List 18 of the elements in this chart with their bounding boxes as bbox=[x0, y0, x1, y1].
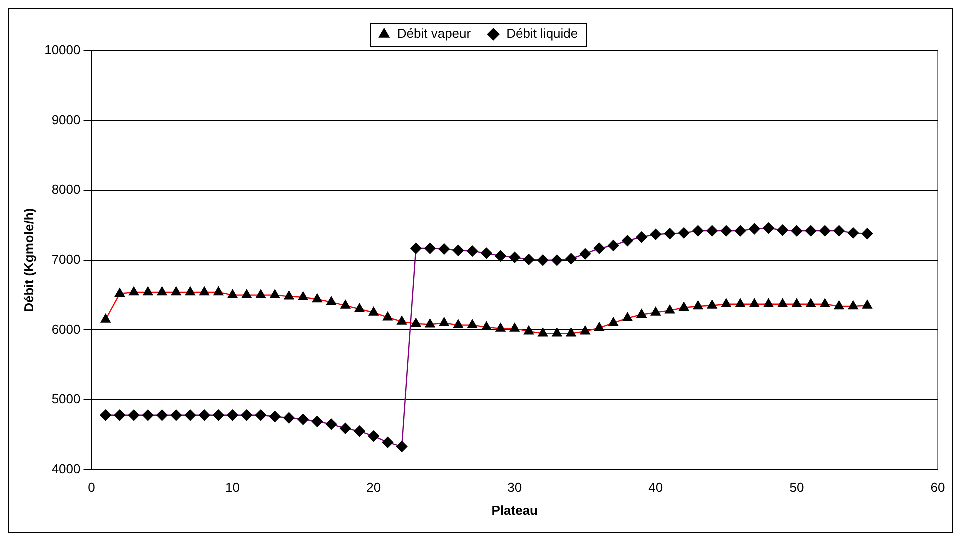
y-tick-label: 10000 bbox=[44, 42, 81, 58]
y-tick-label: 7000 bbox=[52, 252, 81, 267]
x-tick-label: 0 bbox=[88, 480, 96, 496]
y-tick-label: 6000 bbox=[52, 322, 81, 337]
y-tick-label: 5000 bbox=[52, 392, 81, 407]
y-axis-title: Débit (Kgmole/h) bbox=[21, 208, 36, 312]
x-tick-label: 10 bbox=[226, 480, 240, 496]
x-axis-title: Plateau bbox=[492, 502, 538, 518]
legend-label: Débit liquide bbox=[506, 26, 578, 42]
x-tick-label: 60 bbox=[930, 480, 946, 496]
y-tick-label: 9000 bbox=[52, 112, 81, 128]
x-tick-label: 40 bbox=[648, 480, 664, 496]
x-tick-label: 50 bbox=[790, 480, 804, 496]
y-tick-label: 8000 bbox=[52, 182, 81, 198]
y-tick-label: 4000 bbox=[52, 461, 81, 476]
x-tick-label: 20 bbox=[366, 480, 382, 496]
legend-label: Débit vapeur bbox=[397, 26, 472, 42]
x-tick-label: 30 bbox=[508, 480, 522, 496]
